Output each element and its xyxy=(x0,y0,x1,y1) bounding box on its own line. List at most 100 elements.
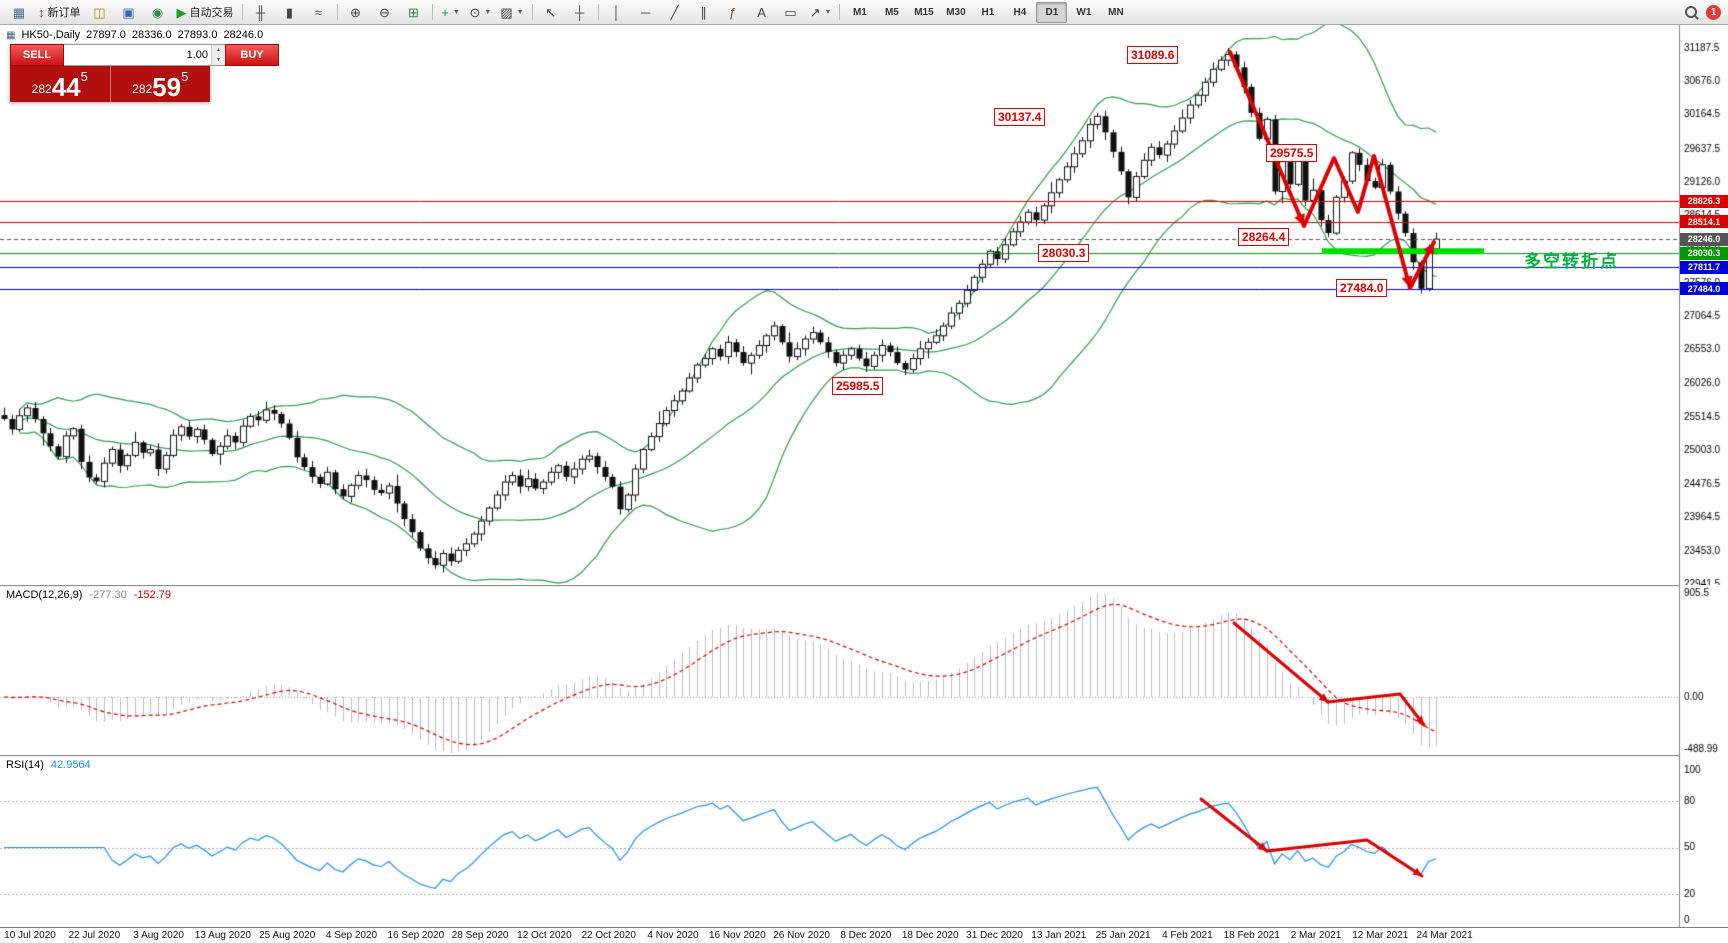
chart-title: HK50-,Daily xyxy=(21,29,81,41)
notification-badge[interactable]: 1 xyxy=(1706,4,1721,20)
cursor-icon[interactable]: ↖ xyxy=(537,1,565,24)
date-label: 31 Dec 2020 xyxy=(966,930,1023,941)
lot-decrease-icon[interactable]: ▼ xyxy=(212,55,225,65)
bar-chart-icon: ╫ xyxy=(255,4,266,20)
crosshair-icon[interactable]: ┼ xyxy=(566,1,594,24)
price-digits: 5 xyxy=(181,69,189,84)
timeframe-W1[interactable]: W1 xyxy=(1076,6,1092,18)
new-order-button[interactable]: ↕ 新订单 xyxy=(34,1,85,24)
data-window-icon[interactable]: ▣ xyxy=(115,1,143,24)
candlestick-chart-icon: ▮ xyxy=(285,4,294,20)
date-label: 18 Dec 2020 xyxy=(901,930,959,941)
timeframe-H4[interactable]: H4 xyxy=(1013,6,1027,18)
navigator-icon[interactable]: ◉ xyxy=(144,1,172,24)
rsi-panel-canvas[interactable] xyxy=(0,755,1728,927)
rsi-label: RSI(14) xyxy=(6,759,44,771)
text-icon: A xyxy=(757,4,766,20)
date-label: 4 Feb 2021 xyxy=(1162,930,1213,941)
timeframe-H1[interactable]: H1 xyxy=(981,6,995,18)
timeframe-M30[interactable]: M30 xyxy=(946,6,966,18)
autotrading-button-label: 自动交易 xyxy=(189,7,234,19)
price-callout[interactable]: 29575.5 xyxy=(1266,144,1318,162)
main-chart-canvas[interactable] xyxy=(0,25,1728,585)
search-icon[interactable] xyxy=(1685,6,1697,18)
lot-size-input[interactable] xyxy=(64,45,211,65)
new-order-button: ↕ xyxy=(38,4,45,20)
periods-icon: ⊙ xyxy=(469,4,481,20)
periods-icon[interactable]: ⊙ ▼ xyxy=(466,1,496,24)
annotation-text[interactable]: 多空转折点 xyxy=(1524,252,1619,271)
chart-window-icon: ▦ xyxy=(12,4,26,20)
price-digits: 5 xyxy=(80,69,88,84)
timeframe-M15[interactable]: M15 xyxy=(914,6,934,18)
trendline-icon[interactable]: ╱ xyxy=(661,1,689,24)
ohlc-high: 28336.0 xyxy=(131,29,172,41)
zoom-out-icon[interactable]: ⊖ xyxy=(371,1,399,24)
macd-main-value: -277.30 xyxy=(89,589,127,601)
dropdown-caret-icon[interactable]: ▼ xyxy=(516,8,524,16)
ohlc-close: 28246.0 xyxy=(223,29,264,41)
date-label: 22 Jul 2020 xyxy=(68,930,121,941)
buy-button[interactable]: BUY xyxy=(225,44,279,66)
market-watch-icon: ◫ xyxy=(93,4,106,20)
toolbar-separator xyxy=(241,4,243,20)
equidistant-channel-icon[interactable]: ∥ xyxy=(690,1,718,24)
date-label: 4 Nov 2020 xyxy=(647,930,699,941)
macd-label: MACD(12,26,9) xyxy=(6,589,83,601)
timeframe-M1[interactable]: M1 xyxy=(852,6,867,18)
macd-panel-canvas[interactable] xyxy=(0,585,1728,755)
market-watch-icon[interactable]: ◫ xyxy=(86,1,114,24)
chart-window-icon[interactable]: ▦ xyxy=(5,1,33,24)
zoom-in-icon[interactable]: ⊕ xyxy=(342,1,370,24)
sell-price: 282 44 5 xyxy=(10,66,110,102)
timeframe-D1[interactable]: D1 xyxy=(1036,1,1068,23)
date-label: 16 Sep 2020 xyxy=(387,930,445,941)
price-digits: 282 xyxy=(31,82,52,96)
vertical-line-icon: │ xyxy=(612,4,621,20)
templates-icon[interactable]: ▨ ▼ xyxy=(496,1,527,24)
timeframe-M5[interactable]: M5 xyxy=(884,6,899,18)
rsi-header: RSI(14) 42.9564 xyxy=(6,759,91,771)
bar-chart-icon[interactable]: ╫ xyxy=(247,1,275,24)
sell-button[interactable]: SELL xyxy=(10,44,64,66)
toolbar-separator xyxy=(531,4,533,20)
ohlc-low: 27893.0 xyxy=(177,29,218,41)
lot-increase-icon[interactable]: ▲ xyxy=(212,45,225,55)
navigator-icon: ◉ xyxy=(151,4,164,20)
price-callout[interactable]: 27484.0 xyxy=(1336,279,1388,297)
price-line-tag: 28030.3 xyxy=(1680,246,1728,260)
chart-header: ▦ HK50-,Daily 27897.0 28336.0 27893.0 28… xyxy=(6,29,263,41)
arrows-icon[interactable]: ↗ ▼ xyxy=(806,1,836,24)
buy-price: 282 59 5 xyxy=(109,66,211,102)
indicators-icon[interactable]: + ▼ xyxy=(437,1,465,24)
dropdown-caret-icon[interactable]: ▼ xyxy=(452,8,460,16)
price-line-tag: 28514.1 xyxy=(1680,215,1728,229)
line-chart-icon[interactable]: ≈ xyxy=(305,1,333,24)
text-label-icon[interactable]: ▭ xyxy=(777,1,805,24)
trendline-icon: ╱ xyxy=(670,4,679,20)
line-chart-icon: ≈ xyxy=(314,4,323,20)
text-icon[interactable]: A xyxy=(748,1,776,24)
price-callout[interactable]: 28030.3 xyxy=(1038,244,1090,262)
dropdown-caret-icon[interactable]: ▼ xyxy=(824,8,832,16)
vertical-line-icon[interactable]: │ xyxy=(603,1,631,24)
price-line-tag: 27484.0 xyxy=(1680,282,1728,296)
tile-windows-icon[interactable]: ⊞ xyxy=(400,1,428,24)
autotrading-button[interactable]: ▶ 自动交易 xyxy=(173,1,238,24)
price-callout[interactable]: 25985.5 xyxy=(832,377,884,395)
horizontal-line-icon[interactable]: ─ xyxy=(632,1,660,24)
fibonacci-icon[interactable]: ƒ xyxy=(719,1,747,24)
text-label-icon: ▭ xyxy=(784,4,797,20)
candlestick-chart-icon[interactable]: ▮ xyxy=(276,1,304,24)
date-label: 8 Dec 2020 xyxy=(840,930,892,941)
price-callout[interactable]: 31089.6 xyxy=(1127,46,1179,64)
price-callout[interactable]: 30137.4 xyxy=(994,108,1046,126)
timeframe-MN[interactable]: MN xyxy=(1108,6,1124,18)
price-callout[interactable]: 28264.4 xyxy=(1238,228,1290,246)
toolbar-separator xyxy=(336,4,338,20)
dropdown-caret-icon[interactable]: ▼ xyxy=(484,8,492,16)
toolbar-separator xyxy=(597,4,599,20)
chart-menu-icon[interactable]: ▦ xyxy=(6,29,16,41)
rsi-value: 42.9564 xyxy=(50,759,91,771)
